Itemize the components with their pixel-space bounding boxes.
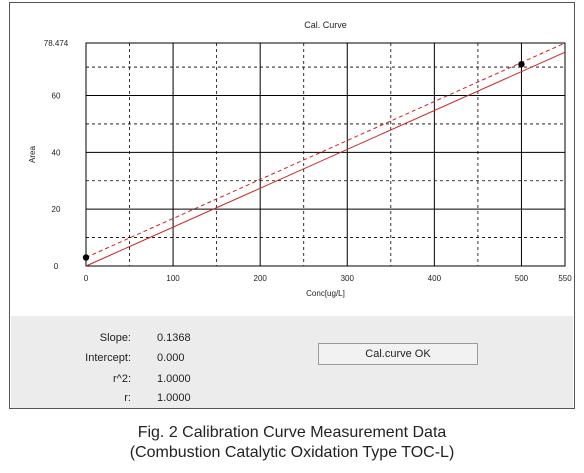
x-tick-label: 300 [341,274,355,283]
intercept-label: Intercept: [85,352,131,364]
r-squared-value: 1.0000 [157,373,191,385]
x-tick-label: 550 [558,274,572,283]
intercept-value: 0.000 [157,352,185,364]
x-axis-label: Conc[ug/L] [306,289,345,298]
y-axis-label: Area [28,146,37,163]
x-tick-label: 500 [515,274,529,283]
x-tick-label: 200 [254,274,268,283]
slope-value: 0.1368 [157,332,191,344]
r-value: 1.0000 [157,392,191,404]
y-tick-label: 0 [54,262,59,271]
calibration-line [85,51,566,267]
data-point [518,61,525,68]
y-tick-label: 20 [52,205,61,214]
calibration-window: Cal. Curve 0 100 200 300 400 500 550 0 20 40 60 78.4… [9,2,575,409]
status-box: Cal.curve OK [318,343,478,365]
calibration-chart: Cal. Curve 0 100 200 300 400 500 550 0 20 40 60 78.4… [28,20,572,298]
y-tick-label: 40 [52,148,61,157]
results-panel: Slope: 0.1368 Intercept: 0.000 r^2: 1.00… [11,316,573,408]
x-tick-label: 0 [84,274,89,283]
y-tick-label: 60 [52,91,61,100]
chart-area: Cal. Curve 0 100 200 300 400 500 550 0 20 40 60 78.4… [11,4,573,311]
x-tick-label: 100 [166,274,180,283]
x-tick-label: 400 [428,274,442,283]
r-label: r: [124,392,131,404]
calibration-line-dashed [85,42,566,258]
plot-frame [85,42,566,267]
data-point [82,254,90,261]
figure-caption-title: Fig. 2 Calibration Curve Measurement Dat… [137,424,447,441]
figure-caption-subtitle: (Combustion Catalytic Oxidation Type TOC… [129,444,455,461]
y-tick-label: 78.474 [44,39,69,48]
chart-title: Cal. Curve [304,20,347,30]
r-squared-label: r^2: [113,373,131,385]
slope-label: Slope: [99,332,131,344]
